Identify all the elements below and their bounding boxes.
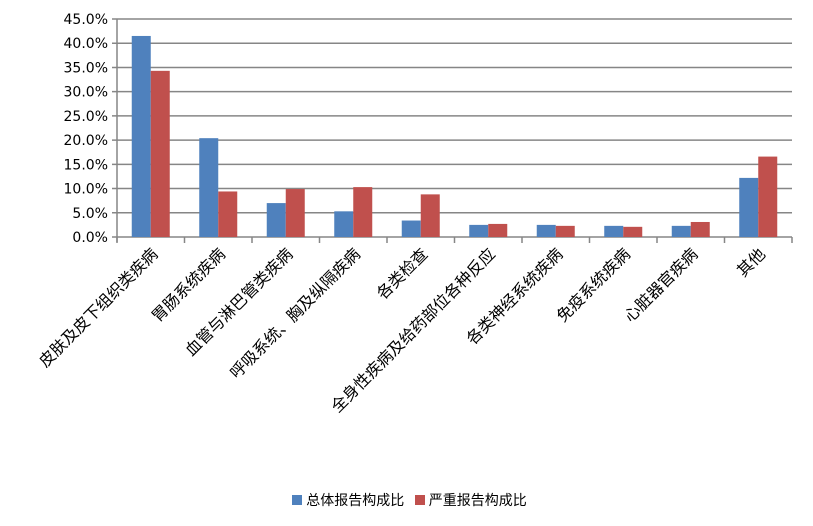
y-tick-label: 40.0% xyxy=(64,36,108,52)
y-tick-label: 25.0% xyxy=(64,109,108,125)
bar-serious xyxy=(555,225,575,237)
legend: 总体报告构成比 严重报告构成比 xyxy=(0,490,813,510)
bar-serious xyxy=(623,226,643,237)
legend-swatch-overall xyxy=(292,495,303,505)
y-tick-label: 5.0% xyxy=(72,206,108,222)
legend-label-overall: 总体报告构成比 xyxy=(306,493,405,509)
y-tick-label: 20.0% xyxy=(64,133,108,149)
x-tick-label: 其他 xyxy=(733,244,769,280)
bar-overall xyxy=(671,225,691,237)
y-tick-label: 30.0% xyxy=(64,85,108,101)
bar-serious xyxy=(420,194,440,237)
bar-overall xyxy=(401,220,421,237)
x-tick-label: 呼吸系统、胸及纵隔疾病 xyxy=(226,244,364,382)
bar-serious xyxy=(758,156,778,237)
bar-overall xyxy=(469,224,489,237)
bar-serious xyxy=(353,187,373,237)
bar-serious xyxy=(218,191,238,237)
y-tick-label: 45.0% xyxy=(64,12,108,28)
x-tick-label: 皮肤及皮下组织类疾病 xyxy=(35,244,162,371)
bar-serious xyxy=(488,223,508,237)
bar-serious xyxy=(150,70,170,237)
bar-serious xyxy=(285,189,305,237)
legend-label-serious: 严重报告构成比 xyxy=(428,493,527,509)
bar-overall xyxy=(334,211,354,237)
y-tick-label: 15.0% xyxy=(64,157,108,173)
bar-overall xyxy=(604,225,624,237)
x-tick-label: 各类检查 xyxy=(373,244,432,303)
y-tick-label: 10.0% xyxy=(64,182,108,198)
bar-overall xyxy=(266,203,286,237)
bar-overall xyxy=(199,138,219,237)
bar-serious xyxy=(690,221,710,237)
y-tick-label: 35.0% xyxy=(64,60,108,76)
bar-overall xyxy=(131,35,151,238)
bar-overall xyxy=(739,177,759,237)
legend-swatch-serious xyxy=(414,495,425,505)
bar-overall xyxy=(536,224,556,237)
y-tick-label: 0.0% xyxy=(72,230,108,246)
